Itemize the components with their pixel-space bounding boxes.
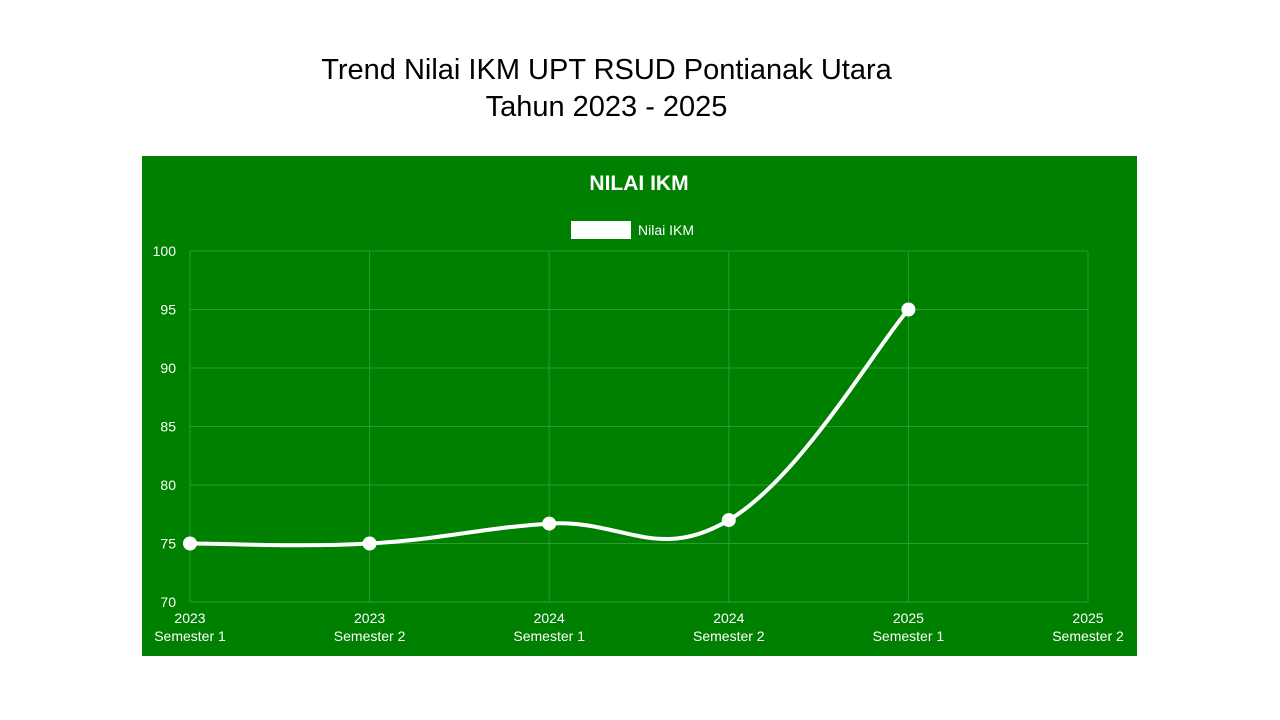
data-point xyxy=(183,536,197,551)
x-tick-label-semester: Semester 2 xyxy=(693,628,765,644)
x-tick-label-year: 2024 xyxy=(534,610,565,626)
x-tick-label-year: 2025 xyxy=(1072,610,1103,626)
chart-title: NILAI IKM xyxy=(589,172,688,195)
x-tick-label-year: 2023 xyxy=(174,610,205,626)
y-axis-ticks: 70 75 80 85 90 95 100 xyxy=(153,243,177,610)
chart-background xyxy=(142,156,1137,656)
y-tick-label: 90 xyxy=(160,360,176,376)
series-nilai-ikm xyxy=(183,302,916,551)
series-line xyxy=(188,307,911,548)
x-tick-label-year: 2025 xyxy=(893,610,924,626)
x-tick-label-semester: Semester 1 xyxy=(873,628,945,644)
y-tick-label: 70 xyxy=(160,594,176,610)
y-tick-label: 95 xyxy=(160,302,176,318)
x-tick-label-year: 2024 xyxy=(713,610,744,626)
x-tick-label-semester: Semester 1 xyxy=(513,628,585,644)
data-point xyxy=(542,516,557,531)
x-tick-label-year: 2023 xyxy=(354,610,385,626)
x-axis-ticks: 2023 Semester 1 2023 Semester 2 2024 Semester… xyxy=(154,610,1124,644)
data-point xyxy=(721,513,736,528)
y-tick-label: 80 xyxy=(160,477,176,493)
legend: Nilai IKM xyxy=(571,221,694,239)
legend-label: Nilai IKM xyxy=(638,222,694,238)
data-point xyxy=(362,536,377,551)
slide-title: Trend Nilai IKM UPT RSUD Pontianak Utara… xyxy=(0,52,1213,126)
data-point xyxy=(901,302,916,317)
x-tick-label-semester: Semester 2 xyxy=(1052,628,1124,644)
y-tick-label: 75 xyxy=(160,536,176,552)
ikm-line-chart: NILAI IKM Nilai IKM 70 75 80 85 90 95 100 2023… xyxy=(142,156,1137,656)
legend-swatch xyxy=(571,221,631,239)
y-tick-label: 85 xyxy=(160,419,176,435)
slide-title-line-1: Trend Nilai IKM UPT RSUD Pontianak Utara xyxy=(321,54,892,86)
slide-title-line-2: Tahun 2023 - 2025 xyxy=(485,91,728,123)
y-tick-label: 100 xyxy=(153,243,177,259)
x-tick-label-semester: Semester 1 xyxy=(154,628,226,644)
x-tick-label-semester: Semester 2 xyxy=(334,628,406,644)
